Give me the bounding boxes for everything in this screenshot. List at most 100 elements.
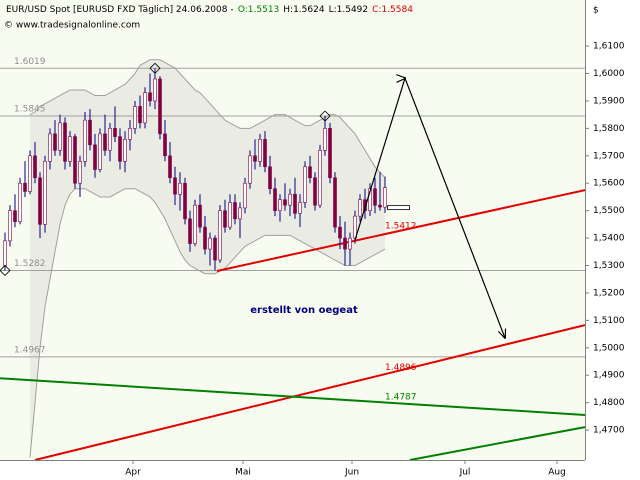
- candle-body: [318, 150, 322, 206]
- candle-body: [128, 128, 132, 140]
- candle-body: [333, 177, 337, 228]
- candle-body: [273, 188, 277, 211]
- x-tick-label: Mai: [235, 468, 251, 478]
- candle-body: [173, 177, 177, 195]
- band-line: [29, 59, 386, 179]
- trendline-label: 1.4896: [385, 363, 417, 373]
- candle-body: [73, 136, 77, 184]
- marker-diamond: [319, 110, 331, 122]
- y-tick-label: 1,4800: [593, 398, 625, 408]
- x-tick-label: Jul: [459, 468, 471, 478]
- candle-body: [138, 106, 142, 124]
- candle-body: [3, 240, 7, 266]
- candle-body: [83, 119, 87, 162]
- candle-body: [363, 199, 367, 211]
- candle-body: [158, 78, 162, 135]
- level-label: 1.6019: [14, 57, 46, 67]
- x-tick-label: Apr: [125, 468, 141, 478]
- candle-body: [68, 136, 72, 162]
- ohlc-label: H:1.5624: [283, 5, 325, 15]
- candle-body: [63, 122, 67, 162]
- x-tick-label: Jun: [344, 468, 359, 478]
- candle-body: [43, 160, 47, 225]
- candle-body: [188, 218, 192, 244]
- ohlc-label: C:1.5584: [372, 5, 413, 15]
- candle-body: [108, 128, 112, 151]
- candle-body: [298, 202, 302, 214]
- trendline-label: 1.4787: [385, 393, 417, 403]
- level-label: 1.5282: [14, 259, 46, 269]
- candle-body: [253, 155, 257, 162]
- candle-body: [338, 226, 342, 239]
- candle-body: [218, 210, 222, 261]
- candle-body: [228, 202, 232, 228]
- candle-body: [163, 133, 167, 157]
- candle-body: [148, 92, 152, 102]
- candle-body: [183, 182, 187, 220]
- candle-body: [8, 210, 12, 242]
- marker-diamond: [0, 264, 11, 277]
- x-tick-label: Aug: [548, 468, 566, 478]
- level-label: 1.4967: [14, 345, 46, 355]
- candle-body: [113, 128, 117, 137]
- candle-body: [38, 177, 42, 225]
- y-axis-label: $: [593, 6, 599, 16]
- trendline: [0, 377, 585, 417]
- level-label: 1.5845: [14, 105, 46, 115]
- band-line: [29, 188, 386, 458]
- y-tick-label: 1,5700: [593, 151, 625, 161]
- candle-body: [268, 166, 272, 190]
- candle-body: [223, 210, 227, 228]
- candle-body: [233, 202, 237, 220]
- candle-body: [178, 182, 182, 195]
- y-tick-label: 1,4900: [593, 371, 625, 381]
- candle-body: [103, 133, 107, 151]
- candle-body: [323, 128, 327, 151]
- candle-body: [153, 78, 157, 102]
- candle-body: [208, 237, 212, 250]
- candle-body: [133, 106, 137, 129]
- candle-body: [203, 226, 207, 250]
- y-tick-label: 1,5000: [593, 343, 625, 353]
- candle-body: [238, 207, 242, 220]
- candle-body: [93, 144, 97, 170]
- marker-diamond: [149, 62, 161, 74]
- candle-body: [118, 136, 122, 162]
- candle-body: [58, 122, 62, 151]
- candle-body: [78, 160, 82, 184]
- y-tick-label: 1,4700: [593, 426, 625, 436]
- arrow: [354, 78, 505, 338]
- candle-body: [308, 166, 312, 179]
- candle-body: [368, 188, 372, 211]
- candle-body: [328, 128, 332, 179]
- y-tick-label: 1,5600: [593, 179, 625, 189]
- ohlc-label: L:1.5492: [329, 5, 369, 15]
- candle-body: [88, 119, 92, 146]
- trendline-label: 1.5412: [385, 221, 417, 231]
- candle-body: [313, 177, 317, 206]
- trendline: [409, 426, 585, 460]
- candle-body: [213, 237, 217, 261]
- candle-body: [343, 237, 347, 250]
- y-tick-label: 1,5300: [593, 261, 625, 271]
- candle-body: [18, 182, 22, 222]
- y-tick-label: 1,5400: [593, 234, 625, 244]
- source: © www.tradesignalonline.com: [4, 21, 140, 31]
- candle-body: [98, 133, 102, 170]
- candle-body: [293, 193, 297, 214]
- trendline: [34, 324, 585, 460]
- candle-body: [278, 199, 282, 211]
- plot-layer: 1.6019 1.5845 1.5282 1.4967: [0, 57, 585, 460]
- candle-body: [13, 210, 17, 222]
- candle-body: [198, 204, 202, 228]
- candle-body: [193, 204, 197, 244]
- candle-body: [383, 187, 387, 208]
- y-tick-label: 1,5900: [593, 96, 625, 106]
- chart-title: EUR/USD Spot [EURUSD FXD Täglich] 24.06.…: [6, 5, 234, 15]
- y-tick-label: 1,5100: [593, 316, 625, 326]
- y-tick-label: 1,5200: [593, 288, 625, 298]
- ohlc-label: O:1.5513: [238, 5, 279, 15]
- candle-body: [168, 155, 172, 179]
- header: EUR/USD Spot [EURUSD FXD Täglich] 24.06.…: [6, 5, 413, 15]
